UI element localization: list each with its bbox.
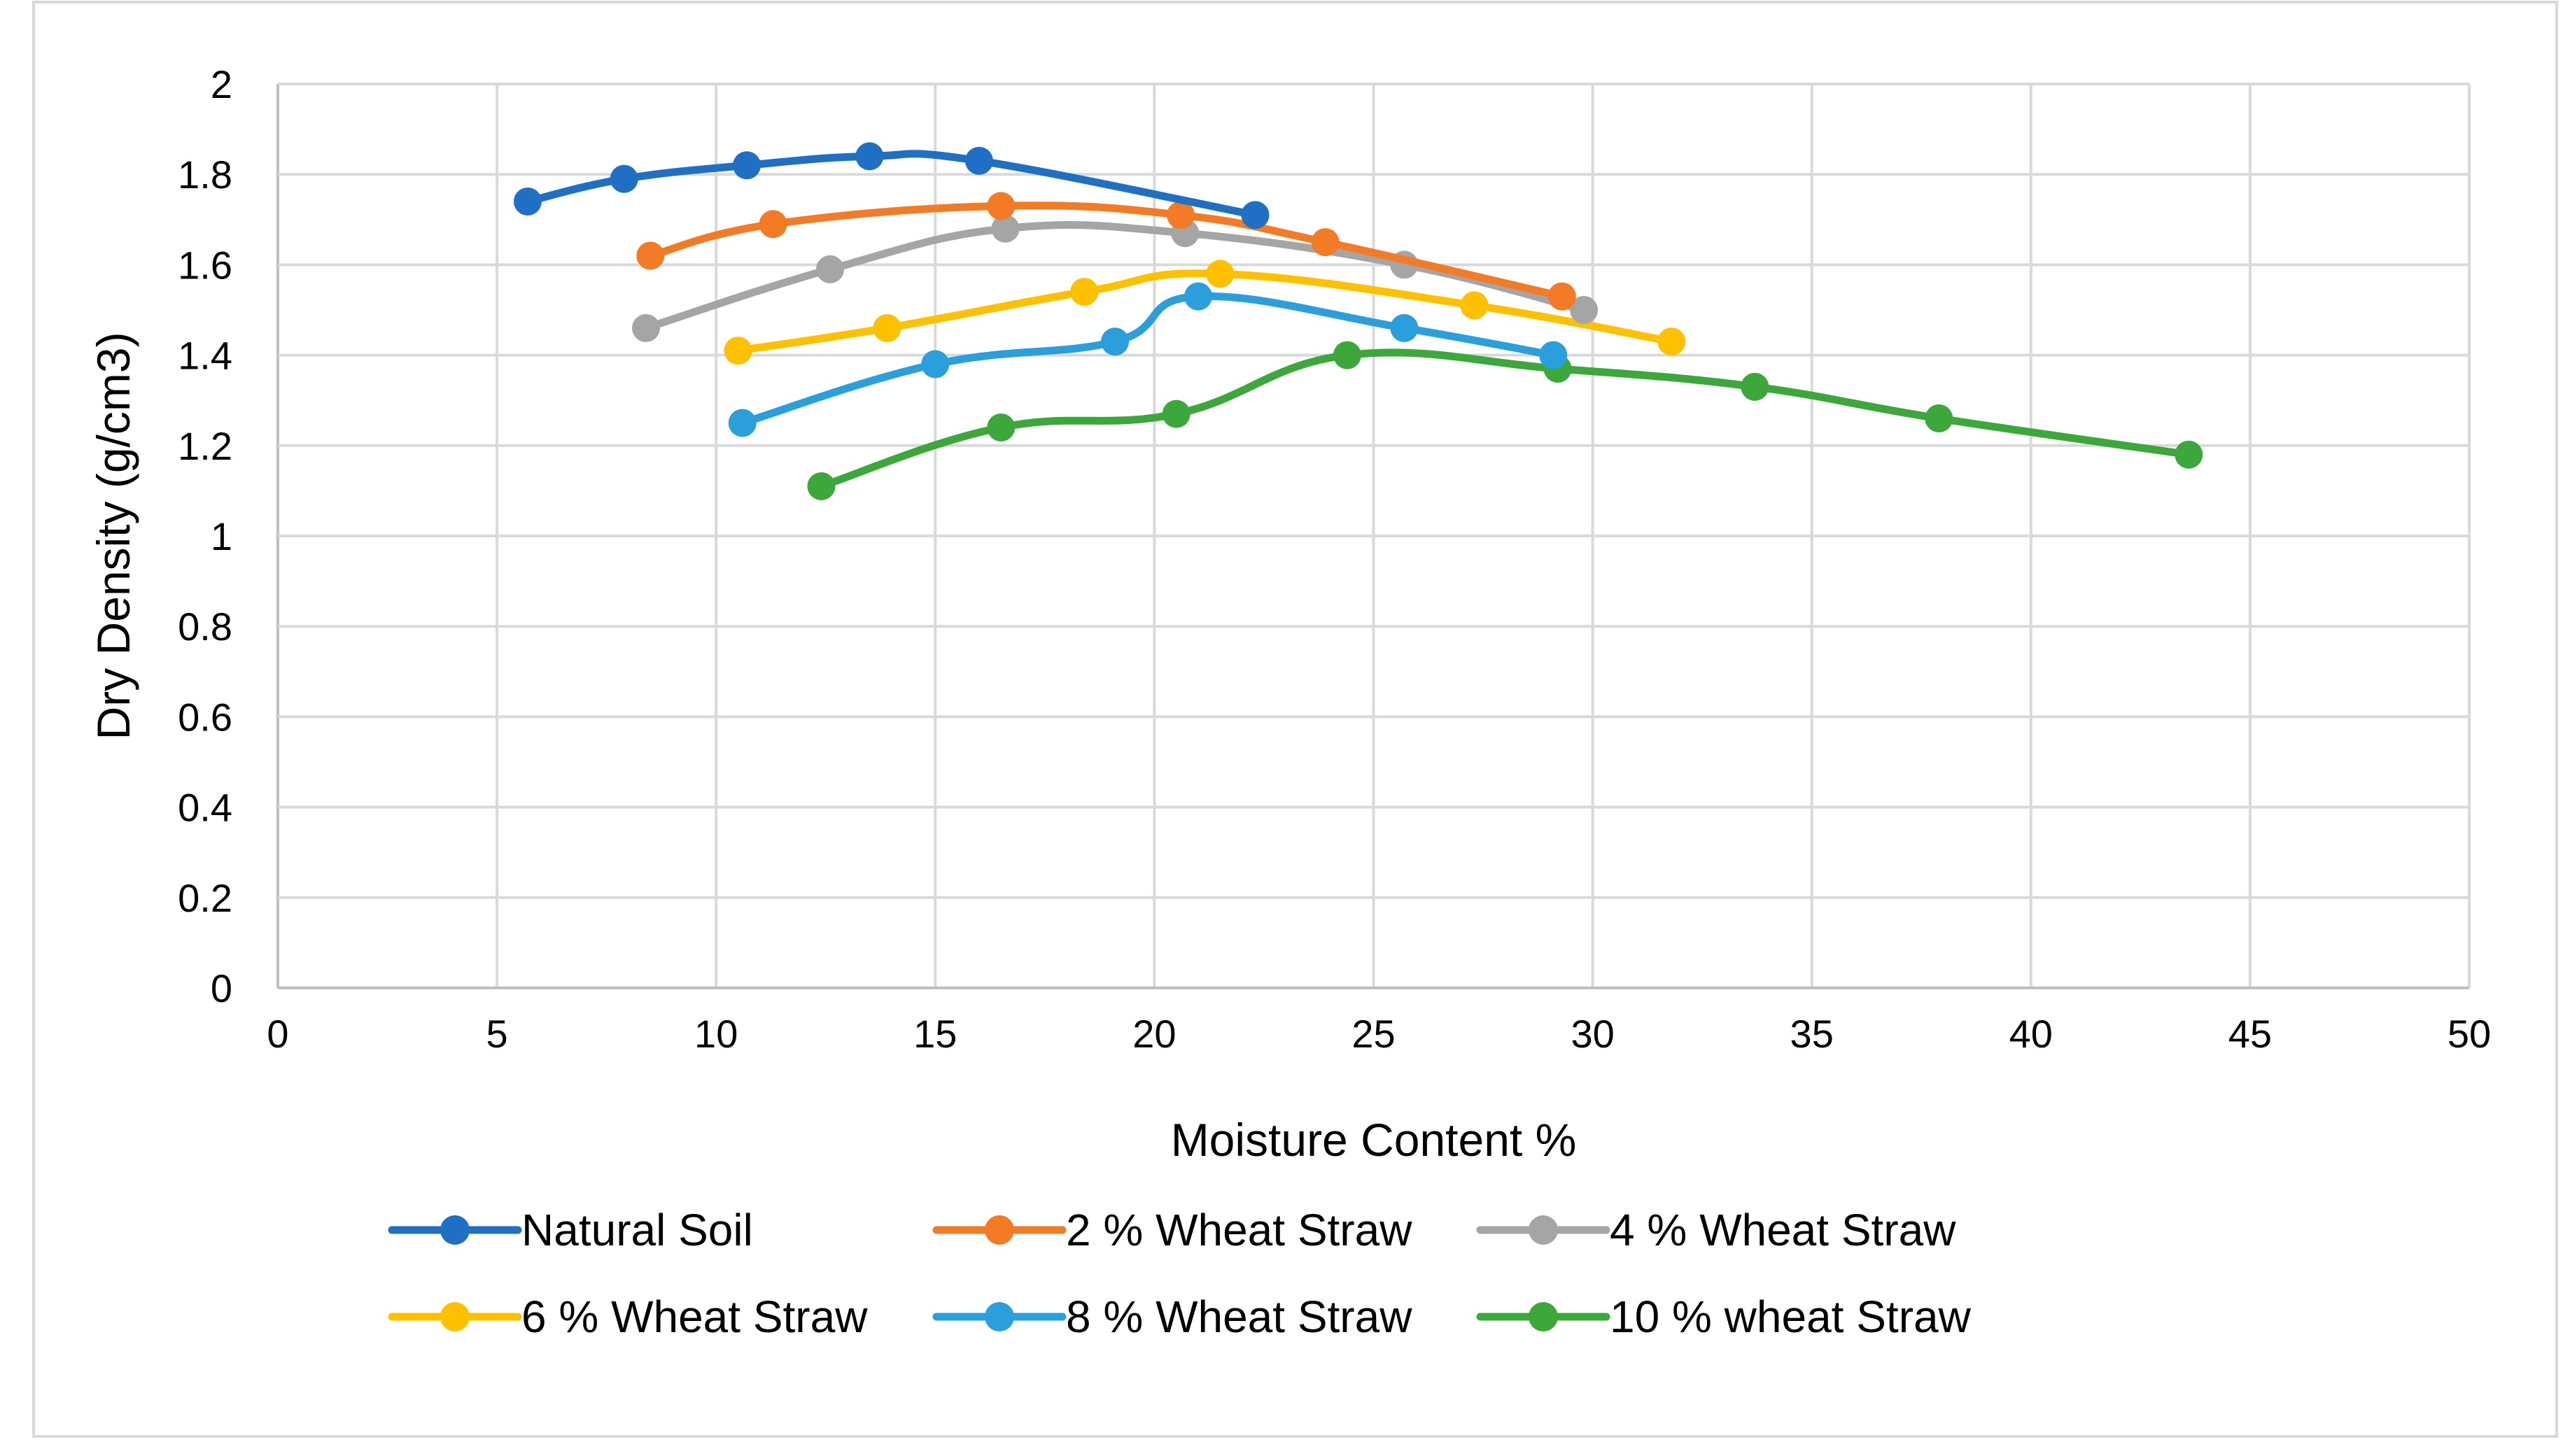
y-tick-label: 0 (211, 966, 232, 1010)
y-tick-label: 0.6 (178, 695, 232, 739)
series-6-point (2175, 440, 2203, 469)
x-tick-label: 5 (486, 1012, 508, 1056)
legend-swatch-marker (985, 1302, 1014, 1331)
series-3-point (816, 255, 845, 283)
series-3 (632, 214, 1599, 342)
series-1 (513, 142, 1270, 229)
series-1-point (964, 146, 993, 175)
series-4-point (873, 313, 901, 342)
legend-item: 6 % Wheat Straw (388, 1292, 868, 1342)
y-tick-label: 0.4 (178, 786, 232, 830)
series-2-point (636, 241, 665, 270)
series-3-point (991, 214, 1020, 243)
series-5-point (1390, 313, 1419, 342)
legend-label: 8 % Wheat Straw (1066, 1292, 1412, 1342)
series-2 (636, 192, 1576, 311)
legend-swatch-marker (440, 1302, 470, 1331)
legend: Natural Soil 2 % Wheat Straw 4 % Wheat Str… (388, 1205, 1972, 1342)
series-4-point (1070, 278, 1099, 306)
y-tick-label: 1.2 (178, 424, 232, 468)
series-4 (724, 260, 1686, 365)
y-tick-label: 1.8 (178, 153, 232, 197)
x-tick-label: 45 (2228, 1012, 2272, 1056)
legend-item: 8 % Wheat Straw (932, 1292, 1412, 1342)
series-4-point (724, 337, 752, 365)
series-2-point (759, 210, 787, 239)
series-6-point (987, 413, 1016, 441)
y-tick-label: 1 (211, 514, 232, 558)
series-4-point (1206, 260, 1235, 288)
series-6-point (1925, 404, 1953, 433)
x-tick-label: 25 (1351, 1012, 1395, 1056)
legend-item: 4 % Wheat Straw (1476, 1205, 1956, 1255)
series-6-point (807, 472, 836, 500)
series-2-point (1547, 282, 1576, 311)
x-axis-title: Moisture Content % (1171, 1114, 1577, 1166)
series-1-point (513, 187, 542, 215)
y-tick-label: 1.6 (178, 243, 232, 287)
legend-item: Natural Soil (388, 1205, 753, 1255)
series-6-point (1162, 400, 1191, 428)
series-1-point (855, 142, 884, 171)
axes: 0 5 10 15 20 25 30 35 40 45 50 0 0.2 0.4 0.6 0.8 1 1.2 1.4… (178, 62, 2491, 1056)
y-tick-label: 2 (211, 62, 232, 106)
x-tick-label: 0 (267, 1012, 288, 1056)
series-6-point (1741, 372, 1769, 401)
series-4-point (1460, 291, 1489, 320)
y-tick-label: 1.4 (178, 334, 232, 378)
series-3-line (642, 220, 1588, 332)
y-tick-label: 0.2 (178, 876, 232, 920)
x-tick-label: 40 (2009, 1012, 2053, 1056)
series-2-point (1166, 201, 1195, 229)
legend-label: 2 % Wheat Straw (1066, 1205, 1412, 1255)
legend-label: 10 % wheat Straw (1610, 1292, 1972, 1342)
series-6-point (1333, 341, 1361, 369)
series-1-point (1241, 201, 1270, 229)
x-tick-label: 35 (1790, 1012, 1834, 1056)
x-tick-label: 20 (1132, 1012, 1176, 1056)
chart-border (32, 1, 2558, 1438)
legend-swatch-marker (985, 1215, 1014, 1245)
legend-swatch-marker (1529, 1302, 1558, 1331)
series-5-point (1184, 282, 1213, 311)
legend-item: 10 % wheat Straw (1476, 1292, 1972, 1342)
plot-area (513, 142, 2203, 500)
x-tick-label: 15 (913, 1012, 957, 1056)
legend-swatch-marker (1529, 1215, 1558, 1245)
y-tick-label: 0.8 (178, 605, 232, 649)
series-5-point (1539, 341, 1568, 369)
legend-label: 6 % Wheat Straw (521, 1292, 868, 1342)
series-5-point (728, 409, 757, 437)
series-3-point (632, 313, 661, 342)
series-5-point (921, 350, 950, 379)
legend-label: Natural Soil (521, 1205, 753, 1255)
series-5 (728, 282, 1568, 437)
legend-label: 4 % Wheat Straw (1610, 1205, 1956, 1255)
series-2-point (987, 192, 1016, 220)
series-5-point (1101, 327, 1130, 356)
x-tick-label: 10 (694, 1012, 738, 1056)
series-1-point (733, 151, 761, 180)
x-tick-label: 50 (2448, 1012, 2491, 1056)
x-tick-label: 30 (1571, 1012, 1614, 1056)
legend-item: 2 % Wheat Straw (932, 1205, 1412, 1255)
legend-swatch-marker (440, 1215, 470, 1245)
series-1-point (610, 164, 638, 193)
series-3-point (1570, 296, 1599, 324)
series-2-point (1311, 228, 1340, 257)
series-4-point (1657, 327, 1686, 356)
y-axis-title: Dry Density (g/cm3) (87, 332, 139, 740)
